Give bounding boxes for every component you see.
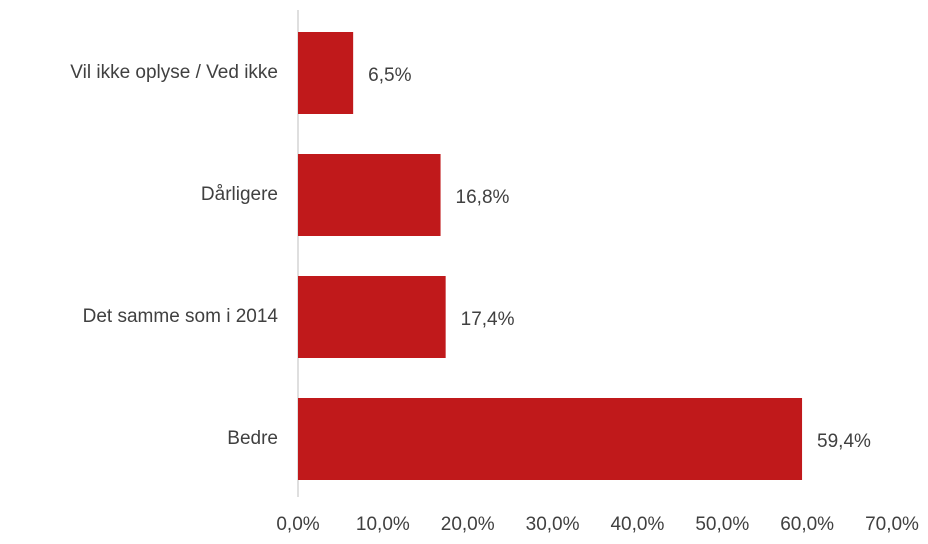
bar [298,398,803,480]
x-tick-label: 20,0% [441,514,495,535]
value-label: 17,4% [461,309,515,330]
bar [298,32,354,114]
x-tick-label: 40,0% [610,514,664,535]
bar [298,154,441,236]
value-label: 16,8% [456,187,510,208]
y-tick-label: Dårligere [201,184,278,205]
value-label: 59,4% [817,431,871,452]
x-tick-label: 60,0% [780,514,834,535]
x-tick-label: 50,0% [695,514,749,535]
value-label: 6,5% [368,65,411,86]
bar [298,276,446,358]
x-tick-label: 30,0% [526,514,580,535]
x-tick-label: 70,0% [865,514,919,535]
y-tick-label: Det samme som i 2014 [83,306,279,327]
y-tick-label: Vil ikke oplyse / Ved ikke [70,62,278,83]
y-tick-label: Bedre [227,428,278,449]
x-tick-label: 0,0% [276,514,319,535]
x-tick-label: 10,0% [356,514,410,535]
